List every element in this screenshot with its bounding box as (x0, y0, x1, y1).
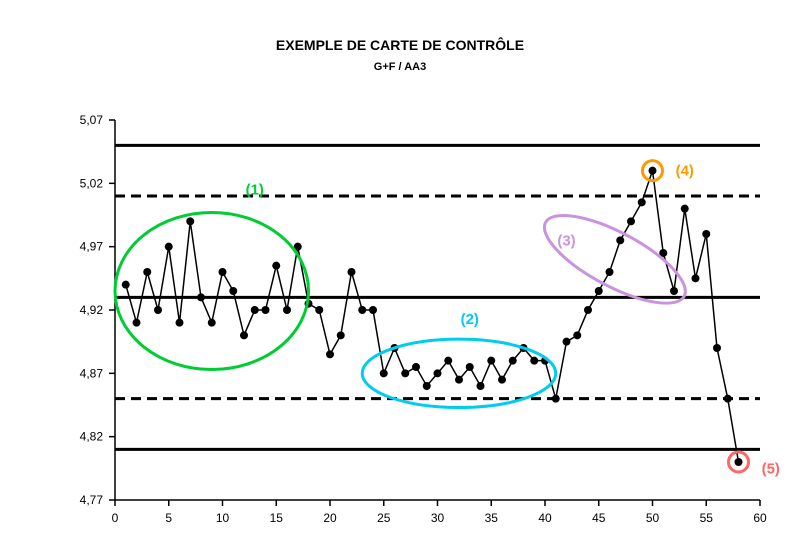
data-point (165, 243, 173, 251)
data-point (702, 230, 710, 238)
data-point (509, 357, 517, 365)
data-point (369, 306, 377, 314)
data-point (197, 293, 205, 301)
x-tick-label: 0 (112, 511, 119, 525)
data-point (423, 382, 431, 390)
x-tick-label: 45 (592, 511, 606, 525)
x-tick-label: 15 (270, 511, 284, 525)
data-point (692, 274, 700, 282)
x-tick-label: 35 (485, 511, 499, 525)
x-tick-label: 10 (216, 511, 230, 525)
annotation-ellipse (115, 212, 309, 369)
chart-subtitle: G+F / AA3 (374, 61, 426, 73)
x-tick-label: 60 (753, 511, 767, 525)
x-tick-label: 25 (377, 511, 391, 525)
data-point (401, 369, 409, 377)
data-point (208, 319, 216, 327)
data-point (606, 268, 614, 276)
data-point (176, 319, 184, 327)
data-point (229, 287, 237, 295)
data-point (584, 306, 592, 314)
data-point (466, 363, 474, 371)
data-point (283, 306, 291, 314)
data-point (380, 369, 388, 377)
data-point (616, 236, 624, 244)
annotation-label: (4) (676, 163, 694, 180)
data-point (272, 262, 280, 270)
annotation-label: (1) (246, 182, 264, 199)
data-point (477, 382, 485, 390)
x-tick-label: 30 (431, 511, 445, 525)
data-point (219, 268, 227, 276)
control-chart: EXEMPLE DE CARTE DE CONTRÔLE G+F / AA3 4… (0, 0, 800, 557)
data-point (455, 376, 463, 384)
data-point (724, 395, 732, 403)
data-point (315, 306, 323, 314)
x-tick-label: 5 (165, 511, 172, 525)
data-point (154, 306, 162, 314)
data-point (573, 331, 581, 339)
chart-title: EXEMPLE DE CARTE DE CONTRÔLE (276, 36, 524, 53)
data-point (552, 395, 560, 403)
annotation-ellipse (533, 199, 697, 320)
data-point (670, 287, 678, 295)
data-point (595, 287, 603, 295)
annotation-label: (5) (762, 460, 780, 477)
data-point (530, 357, 538, 365)
data-point (563, 338, 571, 346)
chart-svg: EXEMPLE DE CARTE DE CONTRÔLE G+F / AA3 4… (0, 0, 800, 557)
y-tick-label: 4,97 (80, 240, 104, 254)
x-tick-label: 55 (700, 511, 714, 525)
data-point (681, 205, 689, 213)
annotation-label: (3) (557, 232, 575, 249)
data-point (143, 268, 151, 276)
y-tick-label: 4,87 (80, 366, 104, 380)
data-point (251, 306, 259, 314)
data-point (348, 268, 356, 276)
data-line (126, 171, 739, 462)
data-point (487, 357, 495, 365)
data-point (444, 357, 452, 365)
data-point (240, 331, 248, 339)
data-point (638, 198, 646, 206)
y-tick-label: 5,07 (80, 113, 104, 127)
data-point (262, 306, 270, 314)
data-point (326, 350, 334, 358)
data-point (133, 319, 141, 327)
y-tick-label: 5,02 (80, 176, 104, 190)
x-tick-label: 50 (646, 511, 660, 525)
data-point (627, 217, 635, 225)
annotation-label: (2) (461, 311, 479, 328)
y-tick-label: 4,82 (80, 430, 104, 444)
y-tick-label: 4,92 (80, 303, 104, 317)
data-point (337, 331, 345, 339)
data-point (122, 281, 130, 289)
data-point (713, 344, 721, 352)
data-point (498, 376, 506, 384)
x-tick-label: 40 (538, 511, 552, 525)
data-point (735, 458, 743, 466)
data-point (412, 363, 420, 371)
y-tick-label: 4,77 (80, 493, 104, 507)
data-point (434, 369, 442, 377)
x-tick-label: 20 (323, 511, 337, 525)
data-point (649, 167, 657, 175)
data-point (186, 217, 194, 225)
plot-area: 4,77 4,82 4,87 4,92 4,97 5,02 5,07 0 5 10 15 20 25 30… (80, 113, 780, 525)
data-point (358, 306, 366, 314)
